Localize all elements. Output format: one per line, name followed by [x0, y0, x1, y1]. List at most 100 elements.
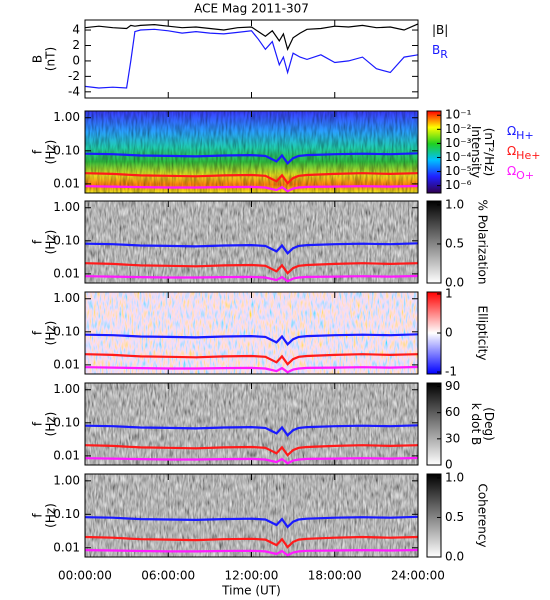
y-axis-label: (Hz) [44, 230, 58, 255]
series-line [84, 274, 419, 283]
y-tick-label: 0.01 [53, 266, 80, 280]
colorbar-label: Coherency [476, 483, 490, 547]
colorbar-tick-label: 0.0 [445, 276, 464, 290]
legend-label: ΩH+ [507, 124, 534, 143]
series-line [84, 172, 419, 185]
colorbar-label: k dot B [469, 403, 483, 445]
y-tick-label: 1.00 [53, 473, 80, 487]
y-tick-label: 1.00 [53, 200, 80, 214]
colorbar-label: % Polarization [476, 200, 490, 285]
colorbar-label: (nT²/Hz) [482, 128, 496, 176]
colorbar-tick-label: 0 [445, 326, 453, 340]
colorbar-tick-label: 10⁻⁶ [445, 178, 472, 192]
colorbar-tick-label: 0 [445, 458, 453, 472]
colorbar-tick-label: 10⁻² [445, 122, 472, 136]
y-axis-label: f [31, 330, 45, 335]
legend-name: Ω [507, 124, 516, 138]
colorbar-tick-label: 1 [445, 286, 453, 300]
y-tick-label: -4 [68, 84, 80, 98]
colorbar-tick-label: 0.0 [445, 550, 464, 564]
legend-name: |B| [432, 23, 448, 37]
plot-frame [84, 291, 419, 375]
y-axis-label: f [31, 239, 45, 244]
legend-name: Ω [507, 144, 516, 158]
chart-title: ACE Mag 2011-307 [194, 2, 309, 16]
y-tick-label: 0.10 [53, 507, 80, 521]
legend-name: B [432, 43, 440, 57]
spectrogram-image [85, 383, 418, 465]
series-line [84, 184, 419, 193]
y-axis-label: B [31, 55, 45, 63]
series-line [84, 333, 419, 346]
series-line [84, 444, 419, 457]
y-axis-label: (Hz) [44, 412, 58, 437]
series-line [84, 456, 419, 465]
spectrogram-image [85, 292, 418, 374]
legend-label: BR [432, 43, 448, 62]
series-line [84, 152, 419, 165]
plot-frame [84, 19, 419, 99]
plot-frame [84, 473, 419, 558]
colorbar-tick-label: 10⁻¹ [445, 108, 472, 122]
y-axis-label: f [31, 513, 45, 518]
plot-frame [84, 382, 419, 466]
series-line [84, 242, 419, 255]
series-line [84, 28, 419, 89]
x-tick-label: 00:00:00 [58, 569, 112, 583]
colorbar [426, 200, 442, 284]
x-tick-label: 24:00:00 [391, 569, 445, 583]
y-tick-label: 0.01 [53, 540, 80, 554]
colorbar-tick-label: 1.0 [445, 470, 464, 484]
legend-subscript: R [440, 48, 448, 61]
colorbar-tick-label: 10⁻³ [445, 136, 472, 150]
colorbar-label: (Deg) [482, 407, 496, 441]
colorbar [426, 110, 442, 194]
y-axis-label: f [31, 149, 45, 154]
y-axis-label: (Hz) [44, 321, 58, 346]
y-tick-label: 0.10 [53, 233, 80, 247]
x-tick-label: 12:00:00 [225, 569, 279, 583]
legend-name: Ω [507, 164, 516, 178]
y-tick-label: 1.00 [53, 291, 80, 305]
y-tick-label: 0.01 [53, 448, 80, 462]
x-tick-label: 06:00:00 [141, 569, 195, 583]
colorbar-label: Intensity [469, 126, 483, 178]
colorbar-tick-label: 1.0 [445, 197, 464, 211]
series-line [84, 535, 419, 549]
colorbar-tick-label: 30 [445, 431, 460, 445]
y-tick-label: 0.01 [53, 176, 80, 190]
y-tick-label: 0.10 [53, 324, 80, 338]
colorbar-tick-label: 0.5 [445, 510, 464, 524]
plot-frame [84, 110, 419, 194]
y-axis-label: (Hz) [44, 503, 58, 528]
y-tick-label: 0.10 [53, 415, 80, 429]
y-tick-label: 4 [72, 23, 80, 37]
legend-subscript: H+ [516, 129, 534, 142]
y-tick-label: 1.00 [53, 382, 80, 396]
legend-label: ΩHe+ [507, 144, 540, 163]
legend-subscript: O+ [516, 169, 534, 182]
spectrogram-image [85, 474, 418, 557]
y-tick-label: -2 [68, 69, 80, 83]
y-axis-label: (Hz) [44, 140, 58, 165]
y-tick-label: 1.00 [53, 110, 80, 124]
legend-subscript: He+ [516, 149, 540, 162]
spectrogram-image [85, 201, 418, 283]
colorbar-tick-label: 10⁻⁵ [445, 164, 472, 178]
y-tick-label: 2 [72, 38, 80, 52]
series-line [84, 262, 419, 275]
y-axis-label: f [31, 421, 45, 426]
y-tick-label: 0.01 [53, 357, 80, 371]
colorbar-tick-label: -1 [445, 365, 457, 379]
colorbar [426, 382, 442, 466]
colorbar-tick-label: 0.5 [445, 236, 464, 250]
series-line [84, 23, 419, 52]
series-line [84, 365, 419, 374]
series-line [84, 548, 419, 557]
spectrogram-texture [85, 111, 418, 193]
y-axis-label: (nT) [44, 47, 58, 71]
series-line [84, 424, 419, 437]
colorbar-label: Ellipticity [476, 306, 490, 361]
y-tick-label: 0 [72, 53, 80, 67]
